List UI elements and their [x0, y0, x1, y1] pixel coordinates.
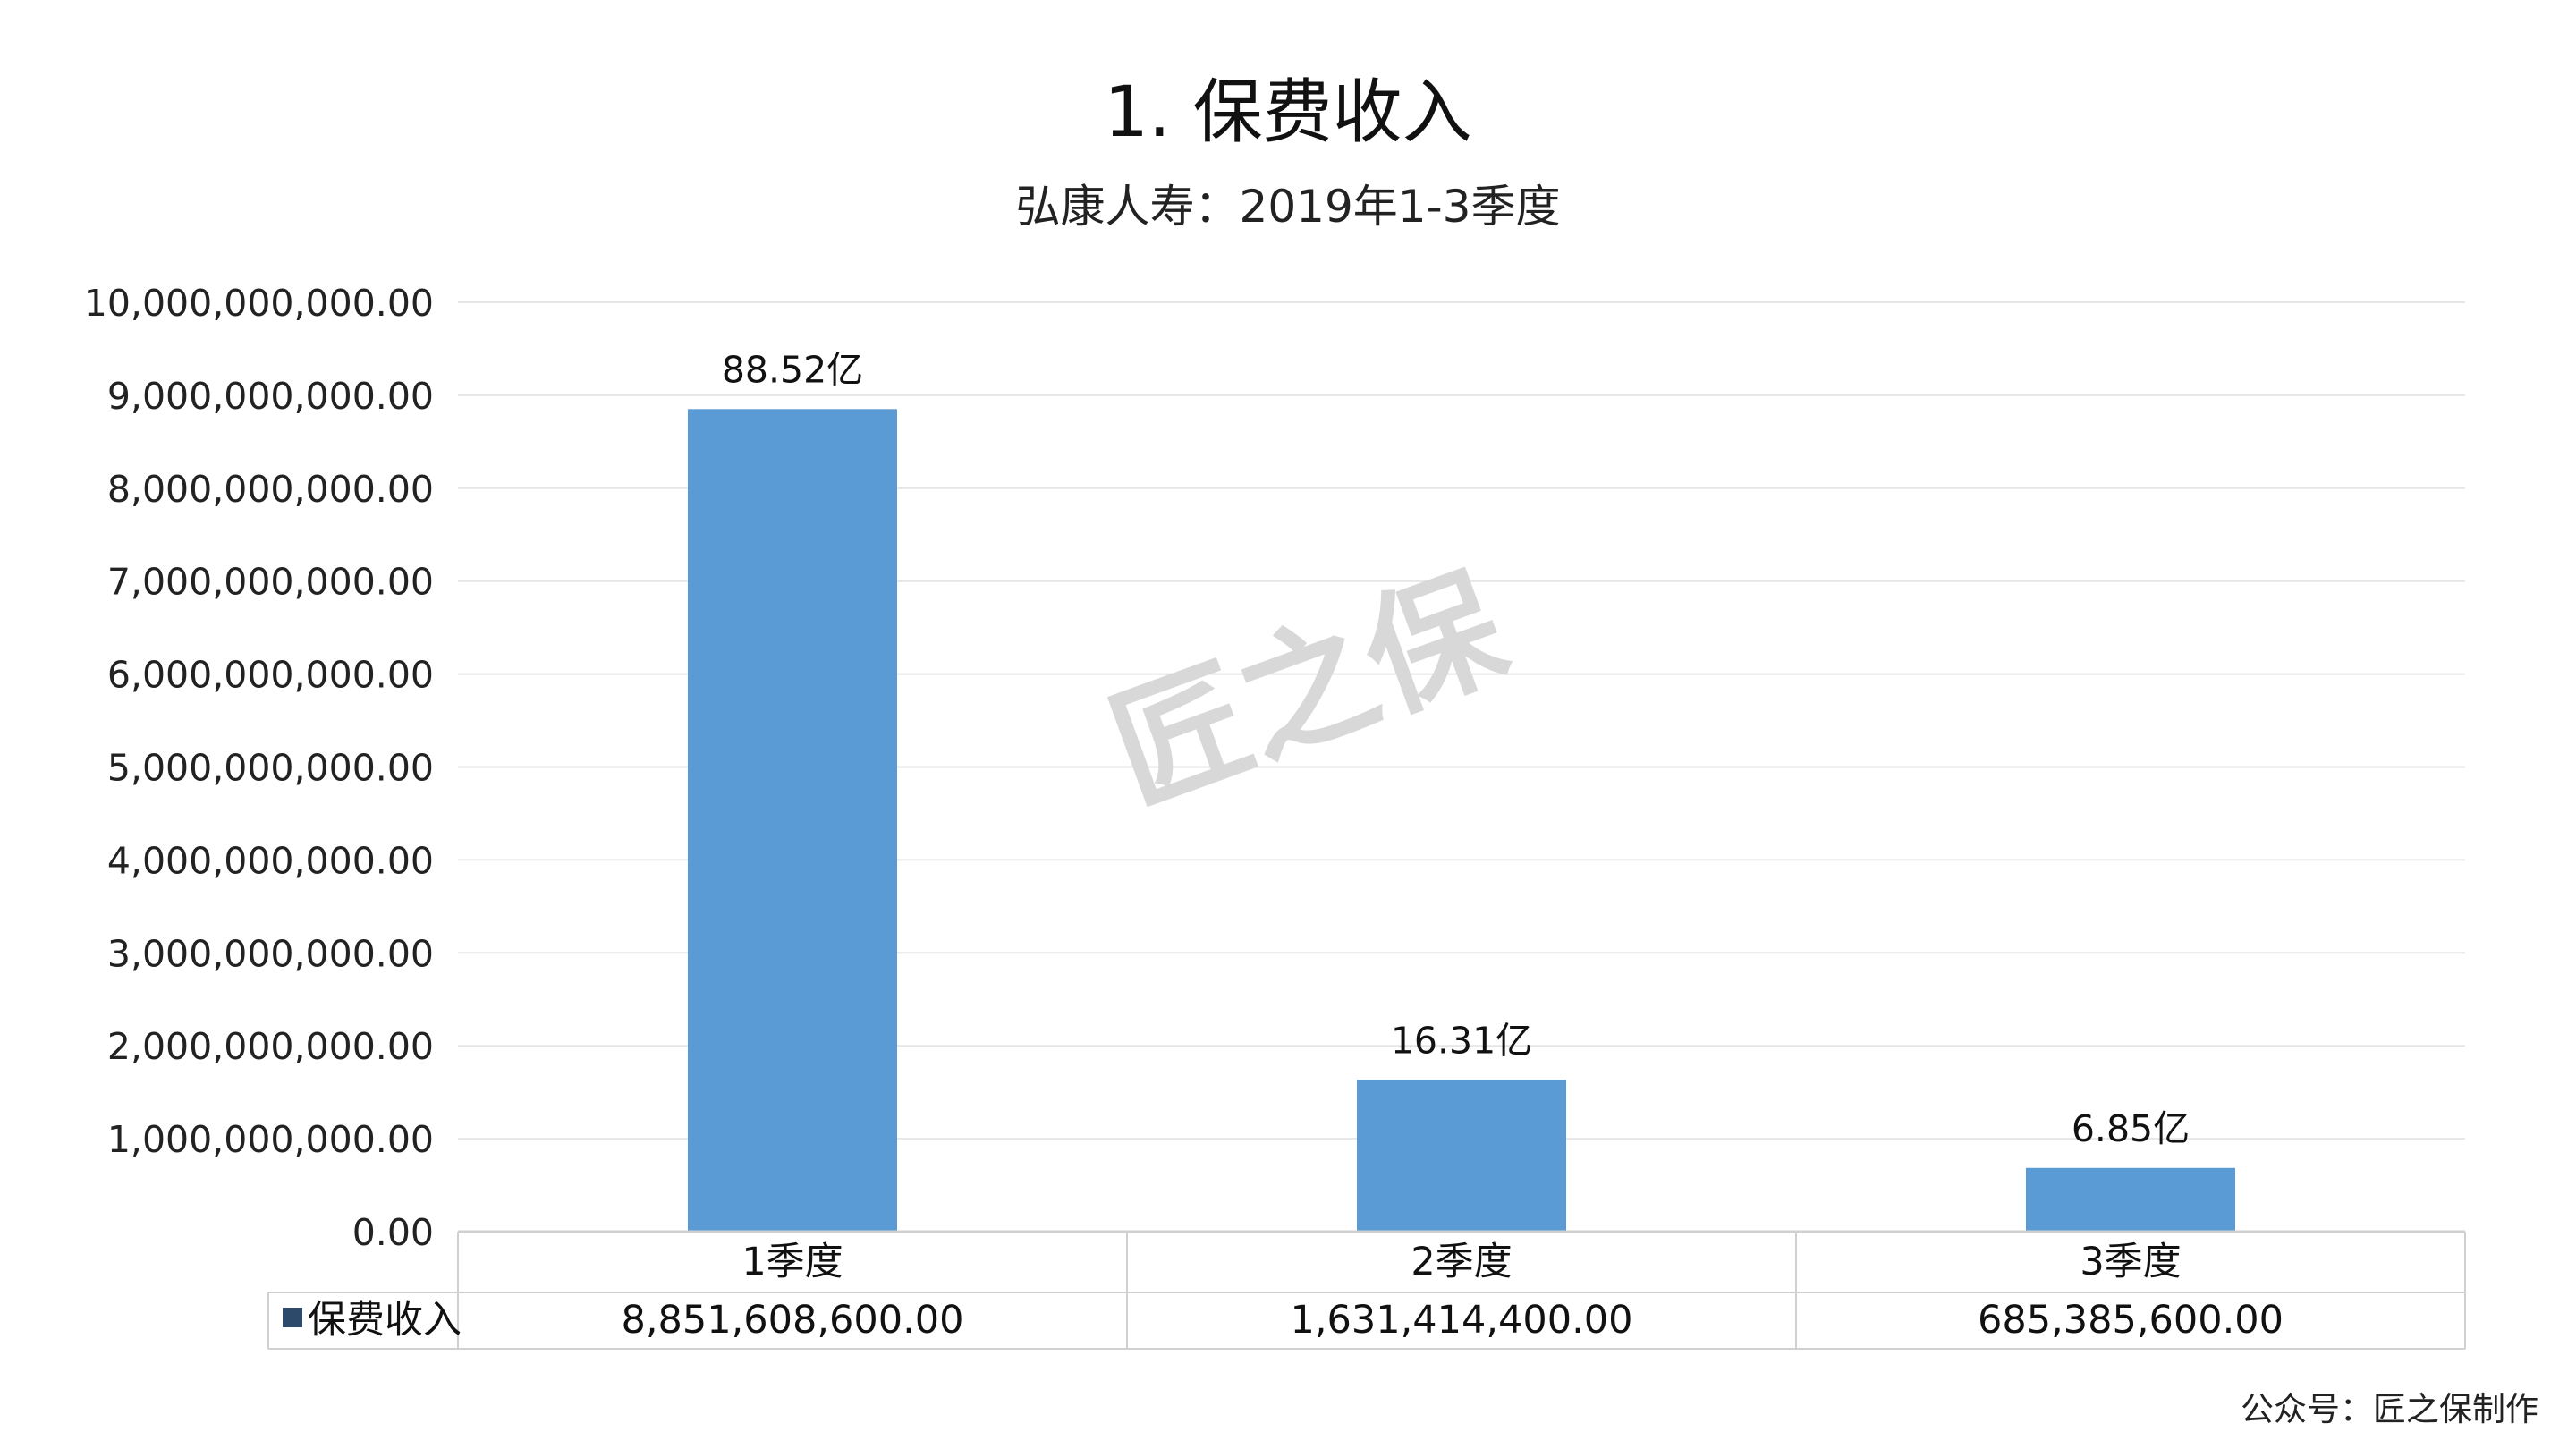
- bar: [2026, 1167, 2235, 1232]
- data-label: 6.85亿: [2072, 1107, 2190, 1150]
- watermark: 匠之保: [1092, 548, 1525, 833]
- table-value: 685,385,600.00: [1978, 1298, 2284, 1343]
- y-tick-label: 4,000,000,000.00: [107, 839, 434, 882]
- y-tick-label: 0.00: [352, 1211, 434, 1254]
- data-label: 16.31亿: [1391, 1019, 1532, 1062]
- y-axis-ticks: 0.00 1,000,000,000.00 2,000,000,000.00 3,00…: [84, 282, 434, 1254]
- category-label: 3季度: [2080, 1240, 2181, 1284]
- y-tick-label: 6,000,000,000.00: [107, 654, 434, 697]
- bars: [688, 409, 2235, 1232]
- y-tick-label: 8,000,000,000.00: [107, 468, 434, 511]
- y-tick-label: 7,000,000,000.00: [107, 561, 434, 604]
- table-value: 1,631,414,400.00: [1291, 1298, 1633, 1343]
- legend-marker: [283, 1308, 302, 1327]
- data-labels: 88.52亿 16.31亿 6.85亿: [722, 348, 2190, 1149]
- y-tick-label: 10,000,000,000.00: [84, 282, 434, 325]
- y-tick-label: 2,000,000,000.00: [107, 1025, 434, 1068]
- bar: [688, 409, 897, 1232]
- chart-subtitle: 弘康人寿：2019年1-3季度: [1016, 181, 1561, 233]
- y-tick-label: 9,000,000,000.00: [107, 375, 434, 418]
- legend-label: 保费收入: [308, 1298, 462, 1343]
- table-value: 8,851,608,600.00: [622, 1298, 964, 1343]
- category-label: 2季度: [1411, 1240, 1512, 1284]
- y-tick-label: 5,000,000,000.00: [107, 747, 434, 790]
- data-label: 88.52亿: [722, 348, 863, 391]
- y-tick-label: 1,000,000,000.00: [107, 1118, 434, 1161]
- footer-credit: 公众号：匠之保制作: [2241, 1390, 2538, 1428]
- y-tick-label: 3,000,000,000.00: [107, 932, 434, 975]
- category-label: 1季度: [741, 1240, 843, 1284]
- chart-title: 1. 保费收入: [1104, 72, 1471, 153]
- bar: [1357, 1080, 1566, 1232]
